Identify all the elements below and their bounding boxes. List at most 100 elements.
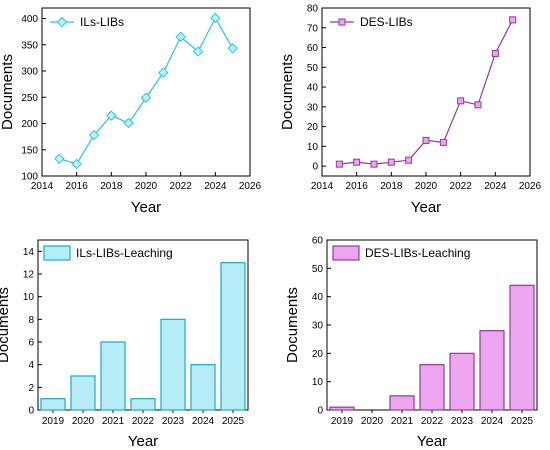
y-tick-label: 0 [312,162,318,173]
legend-marker-shape [338,18,346,26]
x-tick-label: 2018 [100,181,123,192]
y-tick-label: 30 [312,321,324,332]
y-tick-label: 50 [307,63,319,74]
y-tick-label: 400 [21,14,38,25]
legend: DES-LIBs [330,15,413,29]
x-axis-title: Year [411,199,441,216]
bar [449,352,475,411]
x-tick-label: 2018 [380,181,403,192]
y-tick-label: 40 [307,83,319,94]
y-tick-label: 60 [312,236,324,247]
y-axis-ticks: 0 2 4 6 8 10 12 14 [23,247,42,417]
legend: ILs-LIBs [50,15,124,29]
legend-swatch [332,245,360,261]
series-marks [329,284,535,411]
data-point [71,158,82,170]
x-tick-label: 2019 [331,416,354,427]
y-tick-label: 250 [21,93,38,104]
data-point [405,156,413,164]
data-point [106,110,117,121]
y-tick-label: 10 [23,292,35,303]
data-point [422,136,430,144]
x-tick-label: 2021 [391,416,414,427]
y-tick-label: 4 [28,360,34,371]
y-axis-ticks: 100 150 200 250 300 350 400 [21,14,46,183]
series-marks [335,16,517,168]
legend-marker [56,16,68,28]
y-tick-label: 300 [21,67,38,78]
y-axis-title: Documents [0,54,16,130]
data-point [335,160,343,168]
x-tick-label: 2022 [450,181,473,192]
legend: ILs-LIBs-Leaching [43,245,173,261]
legend-label: ILs-LIBs [80,15,124,29]
data-point [192,46,204,57]
data-point [140,92,152,103]
y-tick-label: 0 [317,406,323,417]
data-point [54,153,65,164]
y-tick-label: 20 [307,122,319,133]
y-tick-label: 70 [307,23,319,34]
legend-swatch [43,245,71,261]
bar [190,364,216,411]
x-tick-label: 2024 [192,416,215,427]
x-tick-label: 2025 [222,416,245,427]
x-tick-label: 2022 [132,416,155,427]
bar [160,318,186,411]
y-tick-label: 200 [21,119,38,130]
y-tick-label: 40 [312,292,324,303]
bar [389,395,415,411]
x-axis-title: Year [131,199,161,216]
y-axis-title: Documents [284,287,301,363]
data-point [88,129,100,141]
y-tick-label: 150 [21,145,38,156]
panel-ils-libs-leaching-bar: 0 2 4 6 8 10 12 14 2019 2020 2021 2022 2023 2024 2025… [0,239,249,450]
y-tick-label: 50 [312,264,324,275]
y-tick-label: 350 [21,40,38,51]
y-axis-title: Documents [0,287,12,363]
y-tick-label: 14 [23,247,35,258]
y-axis-ticks: 0 10 20 30 40 50 60 70 80 [307,4,326,173]
data-point [210,12,221,24]
x-tick-label: 2020 [135,181,158,192]
x-tick-label: 2022 [170,181,193,192]
x-tick-label: 2019 [42,416,65,427]
series-marks [54,12,238,170]
data-point [175,31,186,43]
data-point [123,117,134,129]
y-tick-label: 0 [28,406,34,417]
legend: DES-LIBs-Leaching [332,245,470,261]
x-tick-label: 2020 [72,416,95,427]
legend-marker [338,18,346,26]
bar [130,398,156,411]
bar [70,375,96,411]
bar [419,364,445,411]
x-axis-ticks: 2019 2020 2021 2022 2023 2024 2025 [331,410,534,427]
x-axis-ticks: 2014 2016 2018 2020 2022 2024 2026 [311,172,542,192]
bar [220,262,246,411]
data-point [158,67,169,78]
bar [479,330,505,411]
data-point [509,16,517,24]
y-tick-label: 6 [28,338,34,349]
y-tick-label: 20 [312,349,324,360]
y-tick-label: 2 [28,383,34,394]
legend-marker-shape [56,16,68,28]
data-point [227,43,238,54]
x-tick-label: 2023 [162,416,185,427]
y-tick-label: 60 [307,43,319,54]
data-point [387,158,395,166]
x-tick-label: 2024 [481,416,504,427]
legend-label: DES-LIBs-Leaching [365,246,470,260]
y-tick-label: 30 [307,102,319,113]
x-axis-ticks: 2014 2016 2018 2020 2022 2024 2026 [31,172,262,192]
y-axis-ticks: 0 10 20 30 40 50 60 [312,236,331,417]
data-point [370,160,378,168]
x-tick-label: 2026 [519,181,542,192]
y-axis-title: Documents [279,54,296,130]
x-tick-label: 2022 [421,416,444,427]
x-tick-label: 2014 [311,181,334,192]
data-point [353,158,361,166]
